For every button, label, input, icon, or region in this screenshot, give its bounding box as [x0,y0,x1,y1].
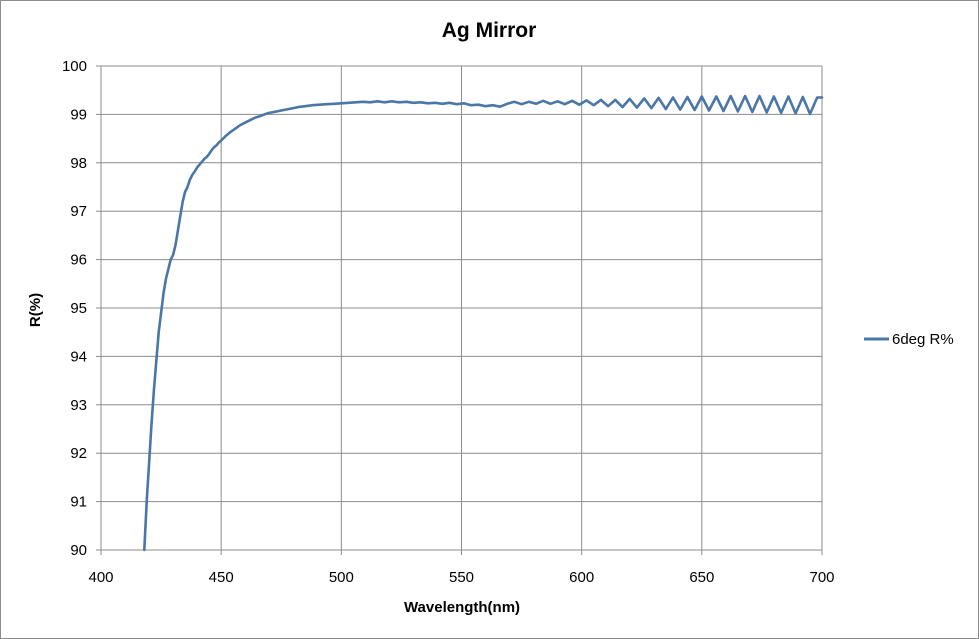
legend-label: 6deg R% [892,331,954,348]
y-tick-label: 100 [62,58,87,75]
x-tick-label: 400 [88,569,113,586]
y-tick-label: 97 [70,203,87,220]
y-tick-label: 98 [70,155,87,172]
x-tick-label: 550 [449,569,474,586]
y-tick-label: 99 [70,106,87,123]
series-line-6deg [143,94,824,552]
x-tick-label: 600 [569,569,594,586]
y-tick-label: 90 [70,542,87,559]
grid-layer [100,65,823,551]
chart-title: Ag Mirror [442,19,537,42]
y-tick-label: 92 [70,445,87,462]
series-layer [143,94,824,552]
x-tick-label: 700 [809,569,834,586]
y-tick-label: 93 [70,397,87,414]
y-tick-label: 95 [70,300,87,317]
x-tick-label: 450 [209,569,234,586]
x-tick-label: 500 [329,569,354,586]
x-axis-title: Wavelength(nm) [404,599,520,616]
y-tick-label: 94 [70,348,87,365]
legend: 6deg R% [864,331,954,348]
y-axis-title: R(%) [27,293,44,327]
y-tick-label: 96 [70,252,87,269]
tick-layer: 90 91 92 93 94 95 96 97 98 99 100 400 450 500 550 600 65… [62,58,835,586]
x-tick-label: 650 [689,569,714,586]
y-tick-label: 91 [70,494,87,511]
